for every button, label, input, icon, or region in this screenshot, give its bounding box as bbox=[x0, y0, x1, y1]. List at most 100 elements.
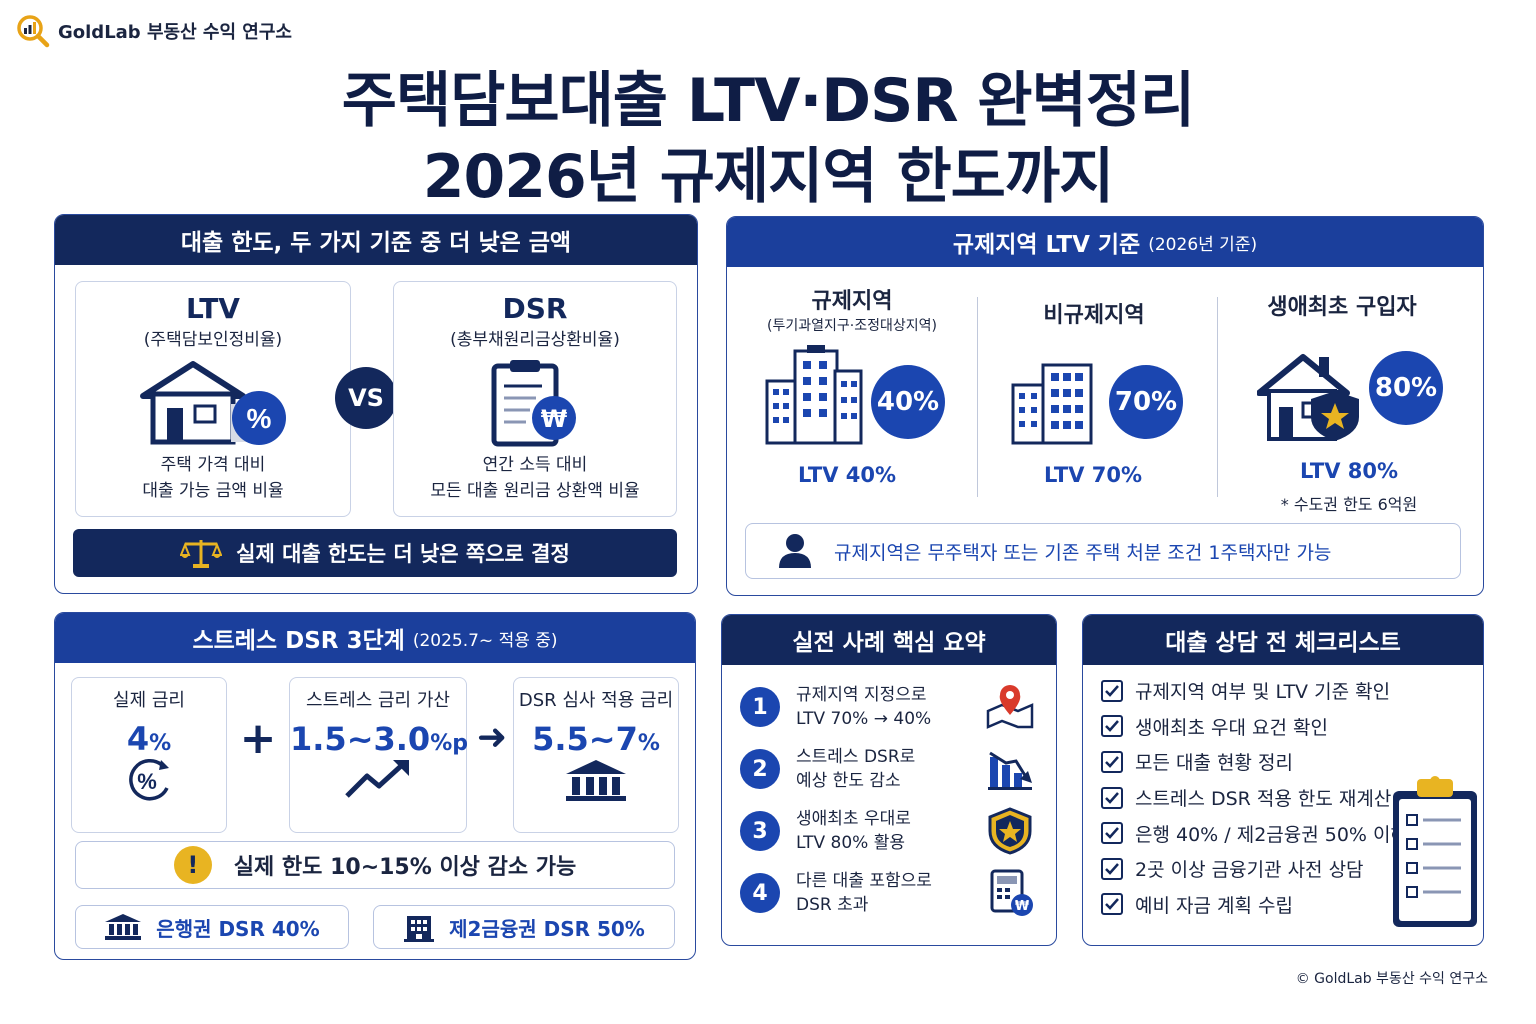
checklist-text: 예비 자금 계획 수립 bbox=[1135, 894, 1293, 917]
region-ltv-label: LTV 80% bbox=[1299, 459, 1399, 483]
dsr-desc1: 연간 소득 대비 bbox=[482, 455, 588, 475]
scale-icon bbox=[180, 540, 223, 568]
checklist-text: 2곳 이상 금융기관 사전 상담 bbox=[1135, 859, 1364, 882]
trend-up-icon bbox=[345, 760, 409, 798]
region-ltv-label: LTV 70% bbox=[1043, 463, 1143, 487]
region-title: 생애최초 구입자 bbox=[1267, 295, 1417, 320]
region-first-buyer: 생애최초 구입자 bbox=[1237, 289, 1447, 321]
region-title: 규제지역 bbox=[811, 289, 893, 314]
brand: GoldLab 부동산 수익 연구소 bbox=[16, 14, 292, 48]
stress-box-applied: DSR 심사 적용 금리 5.5~7% bbox=[513, 677, 679, 833]
checkbox-icon[interactable] bbox=[1101, 786, 1123, 809]
case-number: 3 bbox=[740, 811, 780, 851]
page-title-line1: 주택담보대출 LTV·DSR 완벽정리 bbox=[341, 66, 1195, 136]
notice-text: 규제지역은 무주택자 또는 기존 주택 처분 조건 1주택자만 가능 bbox=[834, 541, 1332, 564]
checklist-item[interactable]: 규제지역 여부 및 LTV 기준 확인 bbox=[1101, 673, 1481, 709]
bank-icon bbox=[566, 760, 626, 801]
stress-header-sub: (2025.7~ 적용 중) bbox=[412, 630, 558, 651]
regulation-notice: 규제지역은 무주택자 또는 기존 주택 처분 조건 1주택자만 가능 bbox=[745, 523, 1461, 579]
checkbox-icon[interactable] bbox=[1101, 679, 1123, 702]
case-line1: 생애최초 우대로 bbox=[796, 809, 911, 829]
ltv-subtitle: (주택담보인정비율) bbox=[143, 330, 283, 350]
bank-dsr-text: 은행권 DSR 40% bbox=[156, 916, 320, 941]
svg-text:₩: ₩ bbox=[541, 405, 568, 433]
case-line2: LTV 70% → 40% bbox=[796, 709, 932, 729]
checkbox-icon[interactable] bbox=[1101, 715, 1123, 738]
copyright-footer: © GoldLab 부동산 수익 연구소 bbox=[1295, 971, 1488, 987]
checkbox-icon[interactable] bbox=[1101, 750, 1123, 773]
person-icon bbox=[779, 534, 811, 568]
page-title-line2: 2026년 규제지역 한도까지 bbox=[422, 142, 1115, 212]
svg-text:₩: ₩ bbox=[1015, 899, 1030, 914]
checklist-items: 규제지역 여부 및 LTV 기준 확인 생애최초 우대 요건 확인 모든 대출 … bbox=[1101, 673, 1481, 922]
stress-value: 4 bbox=[126, 720, 150, 758]
checklist-header: 대출 상담 전 체크리스트 bbox=[1083, 615, 1483, 665]
dsr-title: DSR bbox=[502, 292, 568, 325]
ltv-card: LTV (주택담보인정비율) % 주택 가격 대비 대출 가능 금액 비율 bbox=[75, 281, 351, 517]
dsr-desc2: 모든 대출 원리금 상환액 비율 bbox=[430, 481, 640, 501]
stress-box-rate: 실제 금리 4% % bbox=[71, 677, 227, 833]
brand-name: GoldLab 부동산 수익 연구소 bbox=[58, 22, 292, 43]
house-star-icon bbox=[1257, 354, 1359, 441]
case-item: 1 규제지역 지정으로 LTV 70% → 40% bbox=[740, 679, 1040, 735]
checklist-item[interactable]: 은행 40% / 제2금융권 50% 이해 bbox=[1101, 815, 1481, 851]
conclusion-text: 실제 대출 한도는 더 낮은 쪽으로 결정 bbox=[236, 542, 570, 566]
case-line1: 다른 대출 포함으로 bbox=[796, 871, 932, 891]
checklist-item[interactable]: 예비 자금 계획 수립 bbox=[1101, 887, 1481, 923]
region-divider bbox=[977, 297, 978, 497]
checklist-panel: 대출 상담 전 체크리스트 규제지역 여부 및 LTV 기준 확인 생애최초 우… bbox=[1082, 614, 1484, 946]
compare-panel: 대출 한도, 두 가지 기준 중 더 낮은 금액 LTV (주택담보인정비율) … bbox=[54, 214, 698, 594]
ltv-title: LTV bbox=[186, 292, 240, 325]
stress-value: 1.5~3.0 bbox=[290, 720, 431, 758]
case-line2: LTV 80% 활용 bbox=[796, 833, 906, 853]
stress-unit: %p bbox=[430, 731, 468, 756]
stress-header-title: 스트레스 DSR 3단계 bbox=[192, 628, 405, 654]
map-pin-icon bbox=[986, 685, 1034, 729]
second-dsr-text: 제2금융권 DSR 50% bbox=[449, 916, 645, 941]
checkbox-icon[interactable] bbox=[1101, 893, 1123, 916]
checklist-item[interactable]: 스트레스 DSR 적용 한도 재계산 bbox=[1101, 780, 1481, 816]
region-regulated: 규제지역 (투기과열지구·조정대상지역) bbox=[747, 283, 957, 335]
plus-sign: + bbox=[239, 713, 277, 764]
case-line2: 예상 한도 감소 bbox=[796, 771, 901, 791]
case-item: 4 다른 대출 포함으로 DSR 초과 ₩ bbox=[740, 865, 1040, 921]
house-percent-icon: % bbox=[140, 361, 286, 445]
checkbox-icon[interactable] bbox=[1101, 822, 1123, 845]
clipboard-won-icon: ₩ bbox=[491, 360, 576, 447]
second-dsr-box: 제2금융권 DSR 50% bbox=[373, 905, 675, 949]
region-title: 비규제지역 bbox=[1043, 303, 1145, 328]
checklist-item[interactable]: 생애최초 우대 요건 확인 bbox=[1101, 709, 1481, 745]
stress-panel: 스트레스 DSR 3단계 (2025.7~ 적용 중) 실제 금리 4% % +… bbox=[54, 612, 696, 960]
checkbox-icon[interactable] bbox=[1101, 857, 1123, 880]
buildings-icon bbox=[1011, 363, 1093, 445]
checklist-text: 스트레스 DSR 적용 한도 재계산 bbox=[1135, 788, 1392, 811]
stress-label: DSR 심사 적용 금리 bbox=[518, 690, 674, 711]
shield-star-icon bbox=[988, 807, 1032, 855]
checklist-text: 모든 대출 현황 정리 bbox=[1135, 752, 1293, 775]
clipboard-checklist-icon bbox=[1393, 776, 1477, 927]
case-number: 4 bbox=[740, 873, 780, 913]
checklist-text: 생애최초 우대 요건 확인 bbox=[1135, 716, 1328, 739]
regulation-panel: 규제지역 LTV 기준 (2026년 기준) 규제지역 (투기과열지구·조정대상… bbox=[726, 216, 1484, 596]
exclamation-icon: ! bbox=[173, 846, 212, 884]
checklist-item[interactable]: 2곳 이상 금융기관 사전 상담 bbox=[1101, 851, 1481, 887]
region-note: * 수도권 한도 6억원 bbox=[1280, 495, 1418, 514]
cases-panel: 실전 사례 핵심 요약 1 규제지역 지정으로 LTV 70% → 40% 2 … bbox=[721, 614, 1057, 946]
checklist-item[interactable]: 모든 대출 현황 정리 bbox=[1101, 744, 1481, 780]
region-subtitle: (투기과열지구·조정대상지역) bbox=[767, 318, 937, 334]
cases-header: 실전 사례 핵심 요약 bbox=[722, 615, 1056, 665]
stress-value: 5.5~7 bbox=[532, 720, 638, 758]
case-line1: 스트레스 DSR로 bbox=[796, 747, 916, 767]
ltv-desc1: 주택 가격 대비 bbox=[160, 455, 266, 475]
calculator-won-icon: ₩ bbox=[990, 869, 1033, 916]
stress-unit: % bbox=[637, 731, 660, 756]
vs-badge: VS bbox=[335, 367, 397, 429]
case-line2: DSR 초과 bbox=[796, 895, 869, 915]
warning-text: 실제 한도 10~15% 이상 감소 가능 bbox=[233, 855, 577, 880]
stress-unit: % bbox=[149, 731, 172, 756]
checklist-text: 규제지역 여부 및 LTV 기준 확인 bbox=[1135, 681, 1391, 704]
region-nonregulated: 비규제지역 bbox=[989, 297, 1199, 329]
region-ltv-label: LTV 40% bbox=[797, 463, 897, 487]
tall-buildings-icon bbox=[765, 345, 863, 445]
arrow-sign: ➜ bbox=[476, 717, 508, 758]
